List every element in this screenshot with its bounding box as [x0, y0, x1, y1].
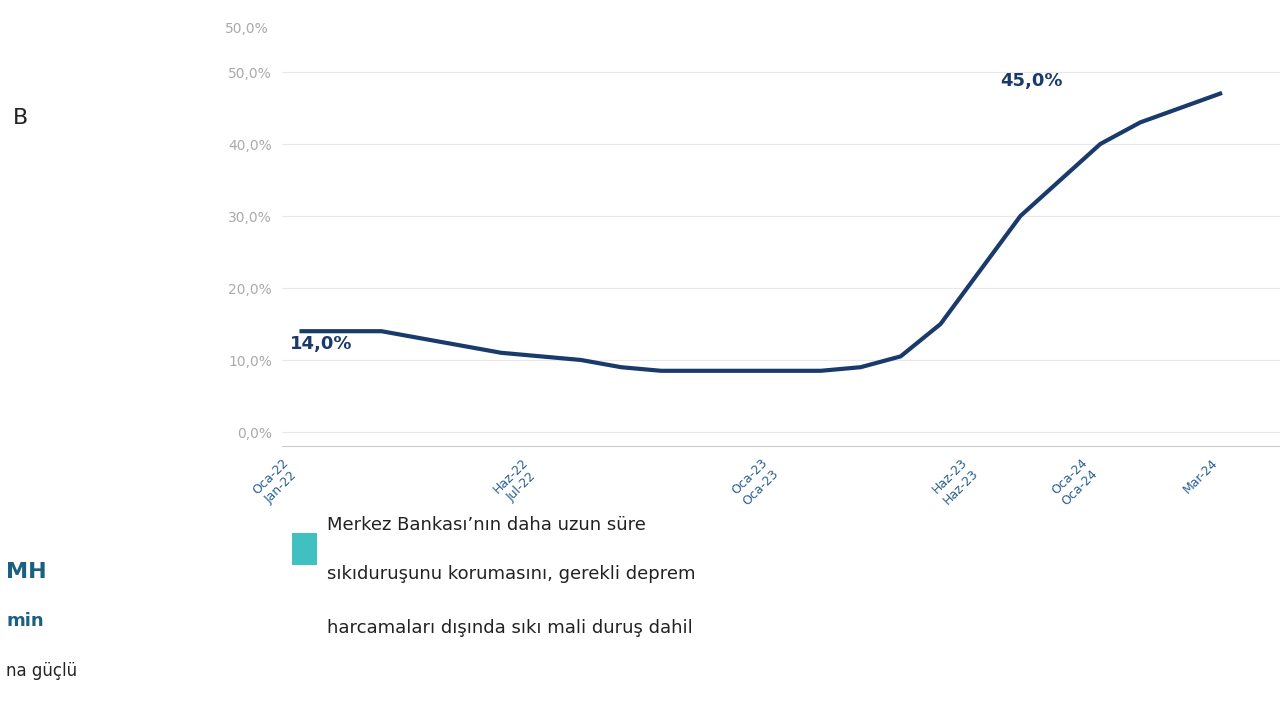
Text: na güçlü: na güçlü: [6, 662, 78, 680]
Text: harcamaları dışında sıkı mali duruş dahil: harcamaları dışında sıkı mali duruş dahi…: [326, 619, 692, 637]
Text: 50,0%: 50,0%: [225, 22, 269, 35]
FancyBboxPatch shape: [292, 533, 316, 565]
Text: min: min: [6, 612, 44, 630]
Text: Merkez Bankası’nın daha uzun süre: Merkez Bankası’nın daha uzun süre: [326, 516, 645, 534]
Text: sıkıduruşunu korumasını, gerekli deprem: sıkıduruşunu korumasını, gerekli deprem: [326, 565, 695, 583]
Text: 14,0%: 14,0%: [289, 336, 352, 354]
Text: MH: MH: [6, 562, 47, 582]
Text: B: B: [13, 108, 28, 128]
Text: 45,0%: 45,0%: [1001, 73, 1062, 91]
